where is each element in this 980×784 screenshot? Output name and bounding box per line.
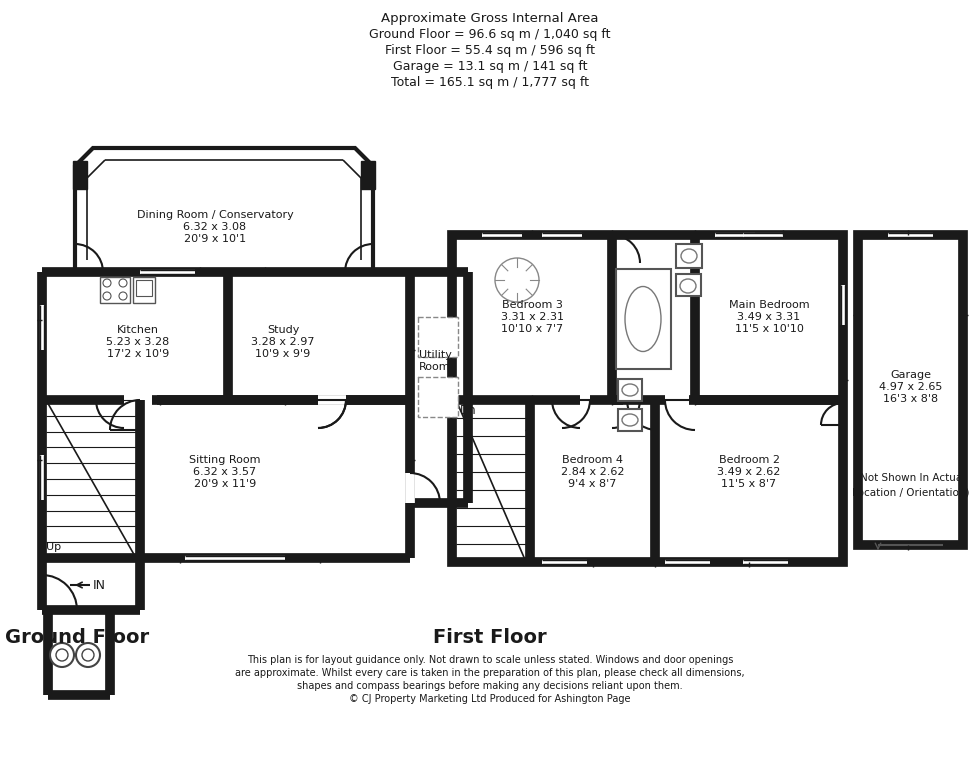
Ellipse shape	[681, 249, 697, 263]
Bar	[618, 409, 642, 431]
Text: Kitchen: Kitchen	[117, 325, 159, 335]
Text: Ground Floor = 96.6 sq m / 1,040 sq ft: Ground Floor = 96.6 sq m / 1,040 sq ft	[369, 28, 611, 41]
Circle shape	[82, 649, 94, 661]
Text: 10'10 x 7'7: 10'10 x 7'7	[501, 324, 564, 334]
Text: Main Bedroom: Main Bedroom	[729, 300, 809, 310]
Bar	[100, 277, 130, 303]
Text: Ground Floor: Ground Floor	[5, 628, 149, 647]
Text: Bedroom 2: Bedroom 2	[718, 455, 779, 465]
Text: Approximate Gross Internal Area: Approximate Gross Internal Area	[381, 12, 599, 25]
Text: Room: Room	[419, 362, 451, 372]
Text: 20'9 x 10'1: 20'9 x 10'1	[184, 234, 246, 244]
Text: 2.84 x 2.62: 2.84 x 2.62	[561, 467, 624, 477]
Text: 16'3 x 8'8: 16'3 x 8'8	[883, 394, 938, 404]
Text: shapes and compass bearings before making any decisions reliant upon them.: shapes and compass bearings before makin…	[297, 681, 683, 691]
Bar	[136, 280, 152, 296]
Bar	[858, 235, 963, 545]
Text: Up: Up	[46, 542, 61, 552]
Ellipse shape	[622, 384, 638, 396]
Text: 10'9 x 9'9: 10'9 x 9'9	[256, 349, 311, 359]
Text: Garage: Garage	[890, 370, 931, 380]
Text: 3.28 x 2.97: 3.28 x 2.97	[251, 337, 315, 347]
Text: Bedroom 4: Bedroom 4	[562, 455, 623, 465]
Bar	[418, 317, 458, 357]
Text: 3.49 x 2.62: 3.49 x 2.62	[717, 467, 781, 477]
Circle shape	[76, 643, 100, 667]
Text: This plan is for layout guidance only. Not drawn to scale unless stated. Windows: This plan is for layout guidance only. N…	[247, 655, 733, 665]
Text: (Not Shown In Actual
Location / Orientation): (Not Shown In Actual Location / Orientat…	[852, 473, 969, 497]
Polygon shape	[75, 148, 373, 272]
Circle shape	[50, 643, 74, 667]
Text: First Floor: First Floor	[433, 628, 547, 647]
Circle shape	[103, 279, 111, 287]
Bar	[133, 277, 155, 303]
Ellipse shape	[625, 286, 661, 351]
Circle shape	[56, 649, 68, 661]
Text: Dn: Dn	[460, 404, 476, 417]
Circle shape	[119, 279, 127, 287]
Bar	[452, 235, 843, 562]
Bar	[676, 274, 701, 296]
Text: Total = 165.1 sq m / 1,777 sq ft: Total = 165.1 sq m / 1,777 sq ft	[391, 76, 589, 89]
Circle shape	[119, 292, 127, 300]
Text: 9'4 x 8'7: 9'4 x 8'7	[568, 479, 616, 489]
Bar	[418, 377, 458, 417]
Text: Dining Room / Conservatory: Dining Room / Conservatory	[136, 210, 293, 220]
Text: 11'5 x 8'7: 11'5 x 8'7	[721, 479, 776, 489]
Text: 4.97 x 2.65: 4.97 x 2.65	[879, 382, 942, 392]
Text: 17'2 x 10'9: 17'2 x 10'9	[107, 349, 170, 359]
Ellipse shape	[680, 279, 696, 293]
Text: 11'5 x 10'10: 11'5 x 10'10	[735, 324, 804, 334]
Bar	[361, 161, 375, 189]
Text: 5.23 x 3.28: 5.23 x 3.28	[107, 337, 170, 347]
Text: 20'9 x 11'9: 20'9 x 11'9	[194, 479, 256, 489]
Text: 3.31 x 2.31: 3.31 x 2.31	[501, 312, 564, 322]
Text: Bedroom 3: Bedroom 3	[502, 300, 563, 310]
Text: First Floor = 55.4 sq m / 596 sq ft: First Floor = 55.4 sq m / 596 sq ft	[385, 44, 595, 57]
Text: are approximate. Whilst every care is taken in the preparation of this plan, ple: are approximate. Whilst every care is ta…	[235, 668, 745, 678]
Circle shape	[495, 258, 539, 302]
Text: Garage = 13.1 sq m / 141 sq ft: Garage = 13.1 sq m / 141 sq ft	[393, 60, 587, 73]
Ellipse shape	[622, 414, 638, 426]
Text: IN: IN	[93, 579, 106, 592]
Text: © CJ Property Marketing Ltd Produced for Ashington Page: © CJ Property Marketing Ltd Produced for…	[349, 694, 631, 704]
Circle shape	[103, 292, 111, 300]
Text: Study: Study	[267, 325, 299, 335]
Text: Sitting Room: Sitting Room	[189, 455, 261, 465]
Text: 3.49 x 3.31: 3.49 x 3.31	[737, 312, 801, 322]
Bar	[618, 379, 642, 401]
Text: 6.32 x 3.57: 6.32 x 3.57	[193, 467, 257, 477]
Text: Utility: Utility	[418, 350, 452, 360]
Bar	[676, 244, 702, 268]
Bar	[73, 161, 87, 189]
Bar	[616, 269, 671, 369]
Text: 6.32 x 3.08: 6.32 x 3.08	[183, 222, 247, 232]
